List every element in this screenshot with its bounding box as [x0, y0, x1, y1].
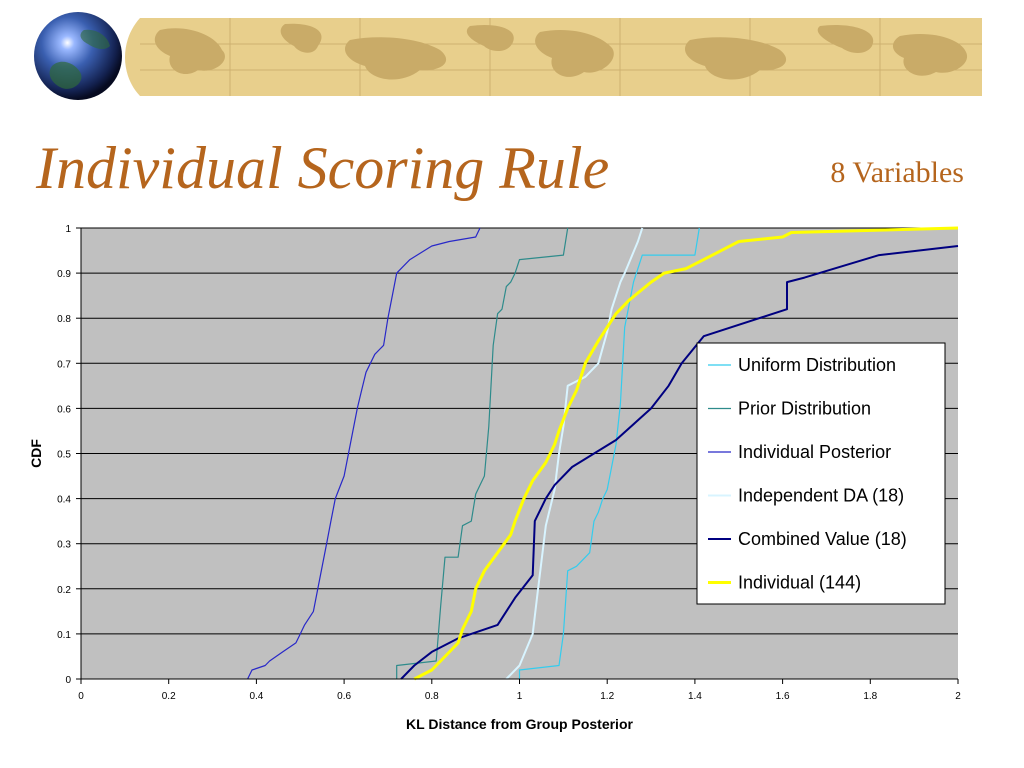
y-tick-label: 0.9 — [57, 269, 71, 280]
header-banner — [34, 12, 982, 100]
legend-box — [696, 342, 946, 605]
x-tick-label: 0.8 — [425, 691, 439, 702]
legend: Uniform Distribution Prior Distribution In… — [696, 342, 946, 605]
x-tick-label: 0.4 — [249, 691, 263, 702]
y-tick-label: 0.5 — [57, 450, 71, 461]
y-tick-label: 0.7 — [57, 359, 71, 370]
series-lines — [247, 226, 959, 681]
series-line — [396, 227, 569, 679]
y-tick-label: 0.1 — [57, 630, 71, 641]
series-line — [518, 227, 700, 679]
series-line — [247, 227, 481, 680]
x-tick-label: 1.4 — [688, 691, 702, 702]
series-line — [413, 226, 959, 681]
slide-subtitle: 8 Variables — [830, 156, 964, 189]
legend-label: Uniform Distribution — [738, 355, 896, 375]
y-tick-label: 0.3 — [57, 540, 71, 551]
x-tick-label: 0.2 — [162, 691, 176, 702]
x-axis-label: KL Distance from Group Posterior — [406, 716, 633, 732]
slide-title: Individual Scoring Rule — [36, 135, 610, 201]
y-axis-label: CDF — [28, 439, 44, 468]
y-tick-label: 0.4 — [57, 495, 71, 506]
x-tick-label: 1.8 — [863, 691, 877, 702]
legend-label: Combined Value (18) — [738, 529, 907, 549]
y-tick-label: 0.6 — [57, 404, 71, 415]
map-continents — [154, 23, 968, 80]
x-tick-label: 1.6 — [776, 691, 790, 702]
legend-label: Prior Distribution — [738, 399, 871, 419]
y-tick-label: 0.8 — [57, 314, 71, 325]
y-tick-label: 0.2 — [57, 585, 71, 596]
x-tick-label: 1.2 — [600, 691, 614, 702]
x-tick-label: 2 — [955, 691, 961, 702]
series-line — [505, 227, 644, 680]
x-tick-label: 1 — [517, 691, 523, 702]
legend-label: Individual Posterior — [738, 442, 891, 462]
y-tick-label: 1 — [65, 224, 71, 235]
y-tick-label: 0 — [65, 675, 71, 686]
x-tick-label: 0.6 — [337, 691, 351, 702]
y-axis-ticks: 0 0.1 0.2 0.3 0.4 0.5 0.6 0.7 0.8 0.9 1 — [57, 224, 81, 686]
legend-label: Individual (144) — [738, 573, 861, 593]
x-axis-ticks: 0 0.2 0.4 0.6 0.8 1 1.2 1.4 1.6 1.8 2 — [78, 679, 961, 702]
legend-label: Independent DA (18) — [738, 486, 904, 506]
x-tick-label: 0 — [78, 691, 84, 702]
series-line — [400, 245, 959, 680]
